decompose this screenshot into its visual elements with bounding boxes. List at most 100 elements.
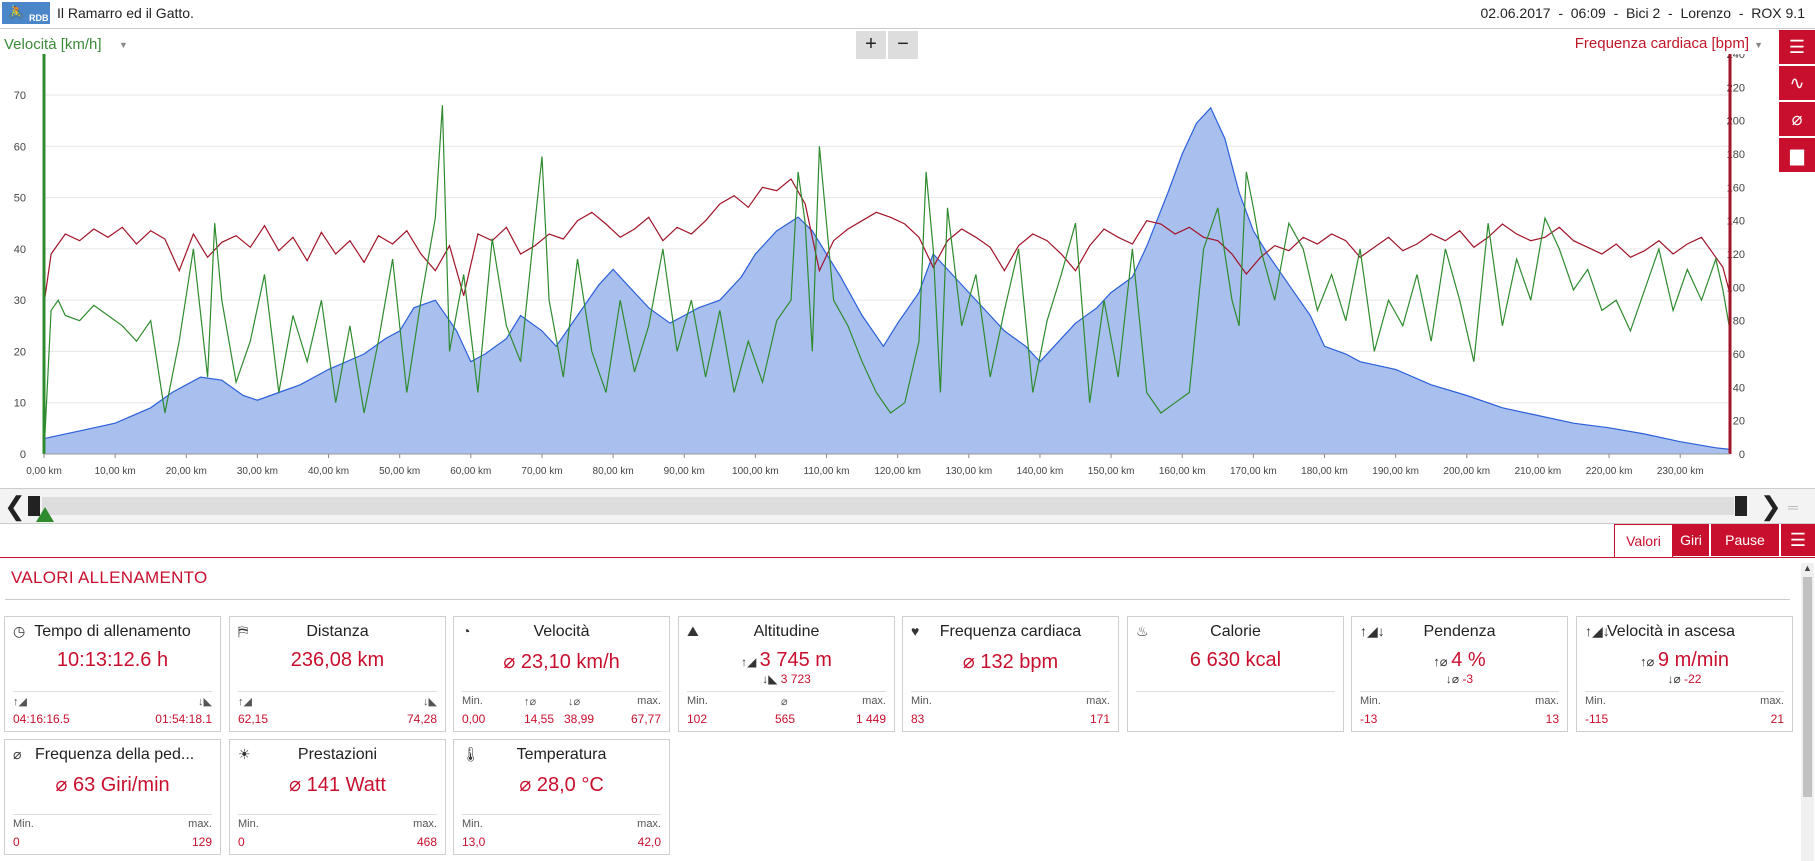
speedometer-icon: ◔ bbox=[462, 623, 471, 639]
card-value: 10:13:12.6 h bbox=[56, 649, 169, 671]
y-tick-label-left: 70 bbox=[14, 90, 26, 102]
card-temperatura[interactable]: 🌡 Temperatura ⌀ 28,0 °C Min. max. 13,0 4… bbox=[453, 739, 670, 855]
position-marker-icon[interactable] bbox=[36, 507, 54, 522]
card-sub-value: ↓⌀ -3 bbox=[1352, 672, 1567, 686]
session-info: 02.06.2017 - 06:09 - Bici 2 - Lorenzo - … bbox=[1480, 5, 1805, 21]
heart-rate-line bbox=[43, 178, 1731, 305]
list-icon[interactable]: ☰ bbox=[1781, 524, 1815, 556]
card-divider bbox=[462, 814, 661, 815]
card-divider bbox=[238, 814, 437, 815]
thermometer-icon: 🌡 bbox=[462, 746, 480, 762]
chevron-down-icon[interactable]: ▼ bbox=[119, 40, 128, 50]
signpost-icon: ⛿ bbox=[238, 623, 249, 639]
card-prestazioni[interactable]: ☀ Prestazioni ⌀ 141 Watt Min. max. 0 468 bbox=[229, 739, 446, 855]
list-icon[interactable]: ☰ bbox=[1779, 30, 1815, 64]
x-tick-label: 140,00 km bbox=[1017, 466, 1064, 477]
card-distanza[interactable]: ⛿ Distanza 236,08 km ↑◢ ↓◣ 62,15 74,28 bbox=[229, 616, 446, 732]
card-velocita[interactable]: ◔ Velocità ⌀ 23,10 km/h Min. ↑⌀ ↓⌀ max. … bbox=[453, 616, 670, 732]
y-tick-label-right: 20 bbox=[1733, 416, 1745, 428]
card-pendenza[interactable]: ↑◢↓ Pendenza ↑⌀ 4 % ↓⌀ -3 Min. max. -13 … bbox=[1351, 616, 1568, 732]
zoom-in-button[interactable]: + bbox=[856, 31, 886, 59]
card-velocita-ascesa[interactable]: ↑◢↓ Velocità in ascesa ↑⌀ 9 m/min ↓⌀ -22… bbox=[1576, 616, 1793, 732]
scroll-left-icon[interactable]: ❮ bbox=[4, 491, 26, 521]
max-label: max. bbox=[637, 818, 661, 830]
card-value: ⌀ 28,0 °C bbox=[519, 774, 604, 796]
card-tempo[interactable]: ◷ Tempo di allenamento 10:13:12.6 h ↑◢ ↓… bbox=[4, 616, 221, 732]
tab-pause[interactable]: Pause bbox=[1711, 524, 1779, 556]
max-label: max. bbox=[637, 695, 661, 707]
chevron-down-icon[interactable]: ▼ bbox=[1754, 40, 1763, 50]
right-axis-selector[interactable]: Frequenza cardiaca [bpm] bbox=[1574, 35, 1749, 52]
x-tick-label: 40,00 km bbox=[308, 466, 349, 477]
max-value: 13 bbox=[1545, 712, 1559, 726]
card-frequenza-cardiaca[interactable]: ♥ Frequenza cardiaca ⌀ 132 bpm Min. max.… bbox=[902, 616, 1119, 732]
x-tick-label: 170,00 km bbox=[1230, 466, 1277, 477]
card-title: Tempo di allenamento bbox=[34, 623, 191, 640]
card-value: 6 630 kcal bbox=[1189, 649, 1282, 671]
max-label: max. bbox=[862, 695, 886, 707]
min-value: 0 bbox=[238, 835, 245, 849]
range-handle-right[interactable] bbox=[1735, 496, 1747, 516]
range-menu-icon[interactable]: ═ bbox=[1788, 499, 1798, 515]
cyclist-icon: 🚴 bbox=[8, 4, 25, 19]
scroll-up-icon[interactable]: ▲ bbox=[1803, 563, 1812, 573]
tab-giri[interactable]: Giri bbox=[1673, 524, 1709, 556]
heart-icon: ♥ bbox=[911, 623, 920, 639]
training-title: Il Ramarro ed il Gatto. bbox=[57, 5, 194, 21]
line-chart-icon[interactable]: ∿ bbox=[1779, 66, 1815, 100]
tab-valori[interactable]: Valori bbox=[1614, 524, 1673, 558]
y-tick-label-right: 240 bbox=[1727, 54, 1745, 61]
card-divider bbox=[1585, 691, 1784, 692]
y-tick-label-right: 40 bbox=[1733, 382, 1745, 394]
downhill-value: 74,28 bbox=[406, 712, 437, 726]
card-cadenza[interactable]: ⌀ Frequenza della ped... ⌀ 63 Giri/min M… bbox=[4, 739, 221, 855]
x-tick-label: 220,00 km bbox=[1586, 466, 1633, 477]
down-avg-icon: ↓⌀ bbox=[1667, 672, 1685, 686]
x-tick-label: 210,00 km bbox=[1515, 466, 1562, 477]
x-tick-label: 120,00 km bbox=[874, 466, 921, 477]
card-title: Pendenza bbox=[1423, 623, 1496, 640]
y-tick-label-left: 40 bbox=[14, 244, 26, 256]
min-label: Min. bbox=[462, 818, 483, 830]
max-label: max. bbox=[1535, 695, 1559, 707]
mountain-icon: ⛰ bbox=[687, 623, 699, 639]
max-label: max. bbox=[188, 818, 212, 830]
downhill-icon: ↓◣ bbox=[198, 696, 212, 708]
x-tick-label: 180,00 km bbox=[1301, 466, 1348, 477]
average-icon[interactable]: ⌀ bbox=[1779, 102, 1815, 136]
min-value: -13 bbox=[1360, 712, 1378, 726]
training-chart[interactable]: 0102030405060700204060801001201401601802… bbox=[0, 54, 1760, 484]
downhill-icon: ↓◣ bbox=[423, 696, 437, 708]
range-slider[interactable]: ❮ ❯ ═ bbox=[0, 488, 1815, 524]
bulb-icon: ☀ bbox=[238, 746, 251, 762]
uphill-icon: ↑◢ bbox=[13, 696, 27, 708]
uphill-value: 04:16:16.5 bbox=[13, 712, 70, 726]
uphill-avg-value: 14,55 bbox=[524, 712, 555, 726]
slope-icon: ↑◢↓ bbox=[1360, 623, 1385, 639]
min-label: Min. bbox=[1360, 695, 1381, 707]
left-axis-selector[interactable]: Velocità [km/h] bbox=[4, 36, 102, 53]
max-label: max. bbox=[413, 818, 437, 830]
card-value: ⌀ 132 bpm bbox=[962, 651, 1059, 673]
climb-down-value: -22 bbox=[1684, 672, 1702, 686]
card-altitudine[interactable]: ⛰ Altitudine ↑◢ 3 745 m ↓◣ 3 723 Min. ⌀ … bbox=[678, 616, 895, 732]
card-value: 236,08 km bbox=[290, 649, 385, 671]
card-calorie[interactable]: ♨ Calorie 6 630 kcal bbox=[1127, 616, 1344, 732]
x-tick-label: 200,00 km bbox=[1443, 466, 1490, 477]
y-tick-label-right: 80 bbox=[1733, 316, 1745, 328]
section-divider bbox=[5, 599, 1790, 600]
scroll-right-icon[interactable]: ❯ bbox=[1760, 491, 1782, 521]
scrollbar[interactable]: ▲ bbox=[1801, 563, 1814, 861]
zoom-out-button[interactable]: − bbox=[888, 31, 918, 59]
scrollbar-thumb[interactable] bbox=[1803, 577, 1812, 797]
card-sub-value: ↓⌀ -22 bbox=[1577, 672, 1792, 686]
bar-chart-icon[interactable]: ▆ bbox=[1779, 138, 1815, 172]
x-tick-label: 110,00 km bbox=[804, 466, 850, 477]
cadence-icon: ⌀ bbox=[13, 746, 22, 762]
card-divider bbox=[687, 691, 886, 692]
y-tick-label-left: 0 bbox=[20, 449, 26, 461]
x-tick-label: 130,00 km bbox=[945, 466, 992, 477]
range-track[interactable] bbox=[42, 497, 1734, 515]
card-value: ↑◢ 3 745 m bbox=[679, 649, 894, 672]
x-tick-label: 190,00 km bbox=[1372, 466, 1419, 477]
